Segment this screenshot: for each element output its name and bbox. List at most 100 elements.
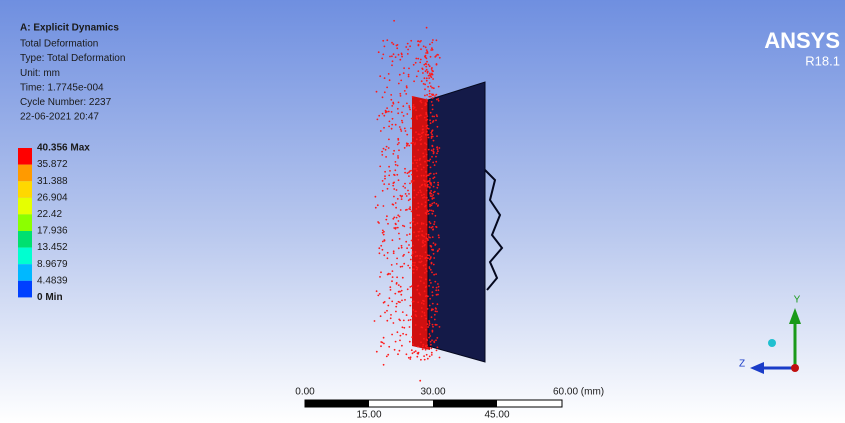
particle [426, 181, 429, 183]
particle [397, 53, 400, 56]
particle [410, 349, 413, 352]
particle [411, 96, 414, 98]
particle [426, 164, 429, 167]
particle [399, 339, 401, 342]
particle [412, 105, 415, 108]
particle [430, 309, 433, 312]
particle [412, 300, 415, 303]
particle [421, 132, 423, 135]
particle [432, 242, 435, 245]
particle [415, 266, 418, 268]
particle [434, 310, 437, 313]
particle [399, 334, 402, 337]
particle [398, 318, 401, 321]
particle [429, 119, 431, 122]
particle [401, 311, 404, 313]
particle [427, 210, 430, 213]
particle [431, 115, 434, 118]
particle [407, 199, 410, 202]
particle [396, 173, 399, 176]
particle [397, 284, 400, 286]
particle [376, 204, 379, 207]
particle [416, 222, 419, 225]
particle [390, 98, 393, 101]
header-title: A: Explicit Dynamics [20, 23, 119, 34]
particle [424, 286, 427, 289]
legend-label: 13.452 [37, 242, 68, 253]
particle [433, 201, 436, 204]
particle [411, 251, 414, 253]
particle [415, 57, 418, 60]
particle [388, 125, 390, 128]
particle [425, 317, 427, 320]
particle [418, 214, 420, 217]
particle [427, 85, 429, 88]
particle [431, 294, 434, 297]
particle [405, 142, 408, 145]
particle [387, 222, 389, 225]
header: Total Deformation Type: Total Deformation… [20, 39, 125, 123]
particle [408, 233, 411, 236]
particle [386, 215, 388, 218]
particle [393, 149, 395, 152]
particle [399, 95, 402, 97]
particle [428, 285, 430, 287]
particle [423, 196, 426, 199]
particle [436, 146, 438, 149]
particle [417, 43, 420, 46]
particle [379, 75, 382, 78]
particle [416, 214, 419, 217]
particle [425, 49, 428, 51]
particle [425, 103, 428, 106]
particle [436, 337, 439, 339]
particle [426, 159, 429, 162]
particle [435, 323, 438, 326]
particle [414, 255, 417, 258]
particle [422, 242, 425, 244]
particle [430, 354, 433, 356]
particle [432, 78, 434, 80]
particle [409, 318, 412, 321]
particle [393, 19, 395, 22]
particle [400, 130, 403, 132]
particle [374, 195, 377, 198]
particle [431, 330, 434, 333]
particle [406, 42, 409, 45]
particle [389, 286, 392, 289]
particle [380, 244, 383, 247]
particle [405, 353, 408, 356]
particle [382, 301, 385, 304]
legend-label: 4.4839 [37, 275, 68, 286]
particle [423, 355, 425, 357]
scale-segment [305, 400, 369, 407]
particle [432, 39, 434, 41]
particle [431, 302, 434, 305]
particle [391, 41, 393, 44]
particle [433, 115, 435, 118]
particle [421, 230, 424, 233]
particle [431, 104, 434, 107]
particle [386, 110, 388, 113]
particle [415, 235, 418, 238]
particle [430, 262, 433, 265]
particle [411, 268, 414, 271]
particle [428, 160, 431, 162]
particle [397, 101, 400, 104]
particle [419, 61, 422, 64]
particle [432, 139, 435, 142]
particle [419, 379, 422, 382]
particle [418, 114, 421, 117]
particle [381, 112, 384, 115]
particle [429, 268, 432, 271]
particle [428, 65, 431, 68]
particle [422, 197, 424, 199]
particle [429, 85, 432, 88]
particle [435, 349, 438, 352]
particle [420, 143, 422, 145]
particle [401, 326, 404, 329]
particle [423, 193, 425, 196]
particle [403, 67, 405, 69]
particle [388, 183, 390, 186]
particle [382, 336, 385, 339]
scale-label: 30.00 [420, 387, 445, 398]
